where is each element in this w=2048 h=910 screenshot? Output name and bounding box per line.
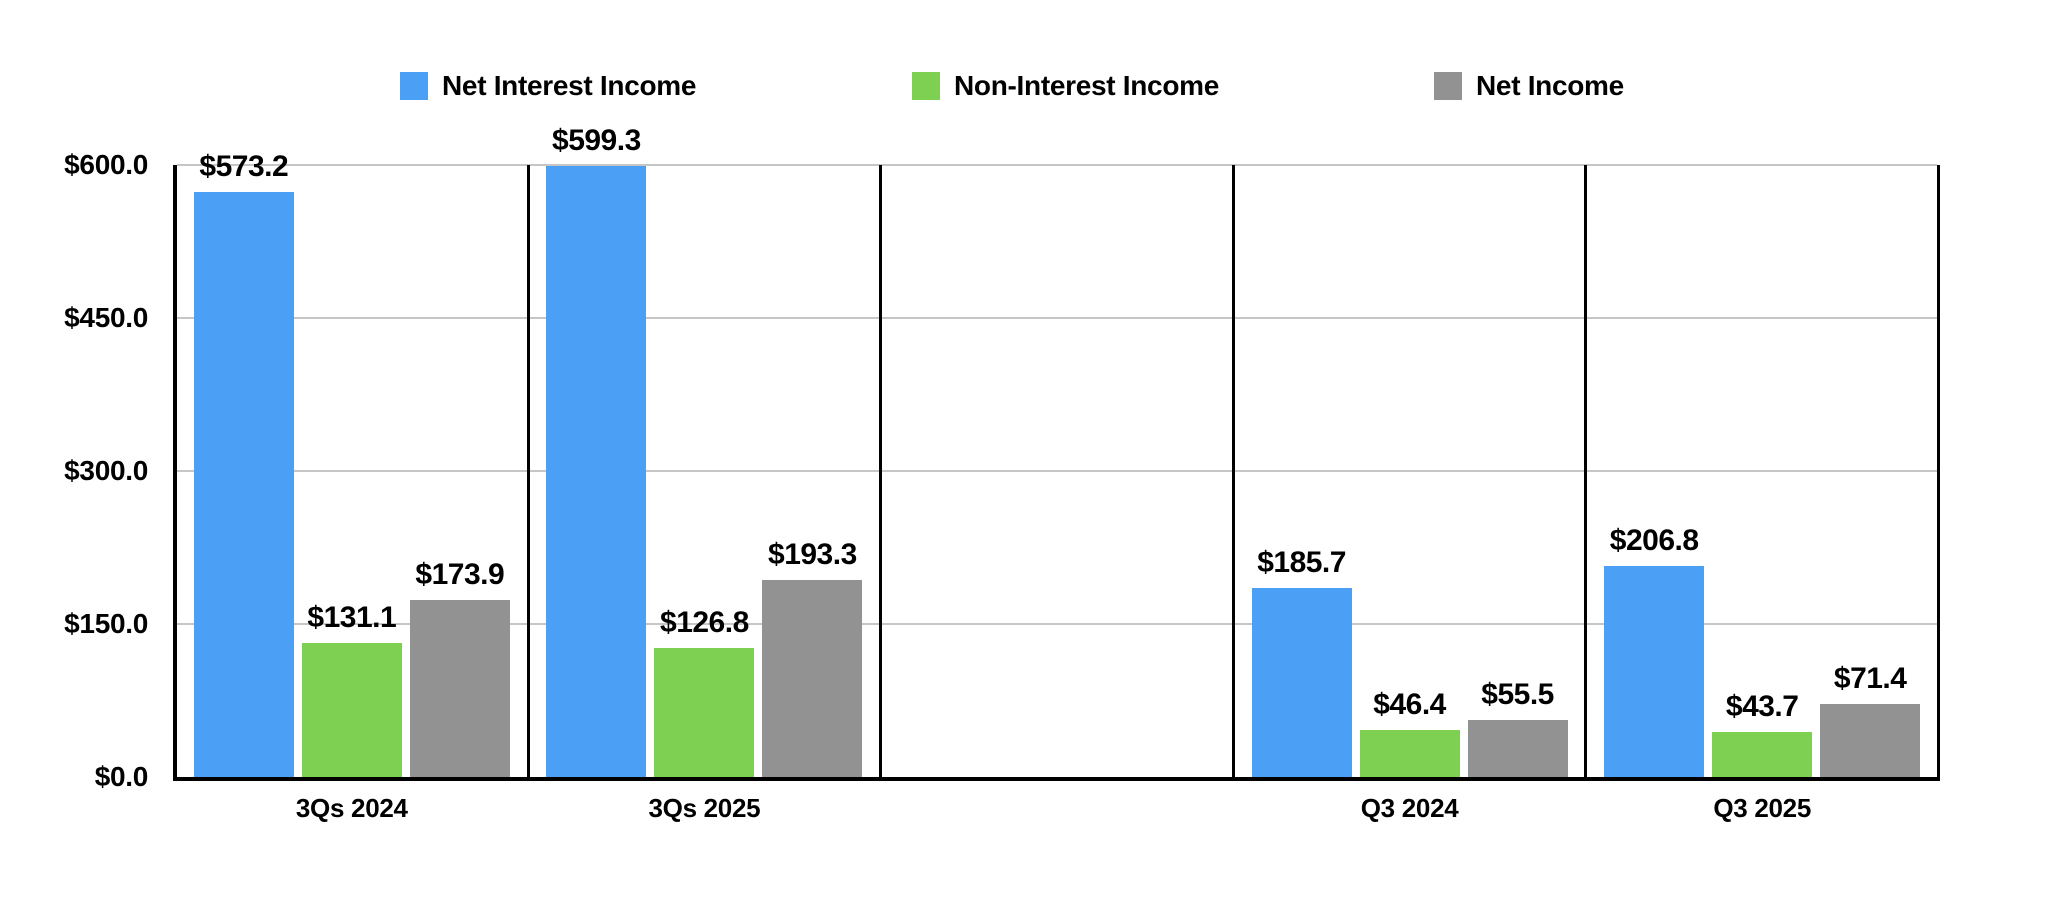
legend-label: Net Income [1476,70,1624,101]
legend-swatch-net-interest-income [400,72,428,100]
bar-value-label: $573.2 [199,150,289,184]
gridline-150 [177,623,1937,625]
gridline-450 [177,317,1937,319]
bar-non-interest-income-q3-2024: $46.4 [1359,688,1460,777]
y-axis-tick-label: $600.0 [64,149,148,180]
bar-group-3qs-2024: $573.2 $131.1 $173.9 [177,150,527,777]
bar-group-3qs-2025: $599.3 $126.8 $193.3 [530,124,880,777]
y-axis-tick-label: $0.0 [94,761,149,792]
bar-value-label: $71.4 [1833,662,1907,696]
bar-value-label: $193.3 [768,537,857,571]
legend-item-net-interest-income: Net Interest Income [400,70,696,102]
legend-item-non-interest-income: Non-Interest Income [912,70,1219,102]
gridline-600 [177,164,1937,166]
panel-3qs-2024: $573.2 $131.1 $173.9 3Qs 2024 [177,150,530,823]
category-label: 3Qs 2025 [648,793,761,823]
bar-net-interest-income-3qs-2025: $599.3 [546,124,647,777]
bar-non-interest-income-q3-2025: $43.7 [1712,690,1813,777]
bar-value-label: $206.8 [1609,524,1699,558]
bar-non-interest-income-3qs-2025: $126.8 [654,606,755,777]
legend-label: Net Interest Income [442,70,697,101]
plot-area: $573.2 $131.1 $173.9 3Qs 2024 $599.3 $126.8 $1… [173,124,1940,823]
category-label: Q3 2024 [1360,793,1459,823]
bar-net-income-3qs-2025: $193.3 [762,538,863,777]
bar-net-interest-income-3qs-2024: $573.2 [193,150,294,777]
legend-item-net-income: Net Income [1434,70,1624,102]
panel-q3-2025: $206.8 $43.7 $71.4 Q3 2025 [1587,165,1937,823]
legend-swatch-non-interest-income [912,72,940,100]
bar-value-label: $126.8 [660,605,749,639]
gridline-300 [177,470,1937,472]
bar-value-label: $599.3 [552,123,641,157]
bar-group-q3-2024: $185.7 $46.4 $55.5 [1235,165,1585,777]
bar-group-q3-2025: $206.8 $43.7 $71.4 [1587,165,1937,777]
bar-net-income-q3-2025: $71.4 [1820,662,1921,777]
panel-empty [882,165,1235,777]
bar-net-interest-income-q3-2025: $206.8 [1604,524,1705,777]
category-label: 3Qs 2024 [295,793,408,823]
legend-label: Non-Interest Income [954,70,1220,101]
y-axis-tick-label: $300.0 [64,455,148,486]
bar-non-interest-income-3qs-2024: $131.1 [301,601,402,777]
bar-net-interest-income-q3-2024: $185.7 [1251,546,1352,777]
category-label: Q3 2025 [1713,793,1811,823]
bar-value-label: $46.4 [1373,687,1446,721]
y-axis-tick-label: $450.0 [64,302,148,333]
panel-3qs-2025: $599.3 $126.8 $193.3 3Qs 2025 [530,124,883,823]
bar-value-label: $43.7 [1725,690,1799,724]
bar-net-income-3qs-2024: $173.9 [409,558,510,777]
bar-value-label: $55.5 [1481,678,1554,712]
y-axis-tick-label: $150.0 [64,608,148,639]
bar-value-label: $173.9 [415,557,505,591]
panel-q3-2024: $185.7 $46.4 $55.5 Q3 2024 [1235,165,1588,823]
bar-net-income-q3-2024: $55.5 [1467,678,1568,777]
bar-value-label: $185.7 [1257,545,1346,579]
bar-value-label: $131.1 [307,601,397,635]
legend-swatch-net-income [1434,72,1462,100]
bar-group-empty [882,165,1232,777]
